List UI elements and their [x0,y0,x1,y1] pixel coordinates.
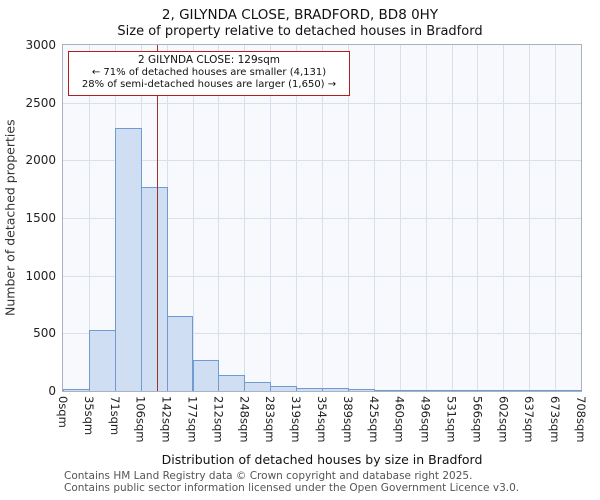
annotation-line-1: 2 GILYNDA CLOSE: 129sqm [137,54,281,66]
gridline-horizontal [63,275,581,277]
histogram-bar [347,388,375,391]
attribution-line-1: Contains HM Land Registry data © Crown c… [64,470,473,482]
x-tick-label: 283sqm [263,396,278,443]
x-tick-label: 566sqm [470,396,485,443]
gridline-horizontal [63,102,581,104]
x-tick-label: 425sqm [366,396,381,443]
gridline-horizontal [63,333,581,335]
annotation-box: 2 GILYNDA CLOSE: 129sqm ← 71% of detache… [68,51,350,96]
y-tick-label: 1500 [25,211,56,225]
chart-subtitle: Size of property relative to detached ho… [117,24,483,39]
plot-area [62,44,582,392]
histogram-bar [373,389,401,391]
x-tick-label: 354sqm [315,396,329,443]
histogram-bar [529,390,557,391]
histogram-bar [114,128,142,391]
histogram-bar [425,390,453,391]
x-tick-label: 673sqm [548,396,563,443]
x-tick-label: 106sqm [133,396,148,443]
x-tick-label: 637sqm [522,396,537,443]
x-tick-label: 248sqm [237,396,252,443]
property-marker-line [156,45,159,391]
attribution-footer: Contains HM Land Registry data © Crown c… [64,470,520,494]
y-tick-label: 500 [33,326,56,341]
x-tick-label: 460sqm [392,396,407,443]
histogram-bar [218,374,246,391]
y-axis-tick-labels: 0 500 1000 1500 2000 2500 3000 [16,38,56,398]
x-tick-label: 602sqm [496,396,511,443]
x-tick-label: 708sqm [574,396,588,443]
histogram-bar [477,390,505,391]
x-tick-label: 35sqm [81,396,96,436]
annotation-line-3: 28% of semi-detached houses are larger (… [81,79,337,90]
x-tick-label: 177sqm [185,396,200,443]
y-tick-label: 3000 [25,38,56,52]
gridline-horizontal [63,160,581,162]
x-tick-label: 319sqm [289,396,304,443]
histogram-bar [555,390,582,391]
histogram-bar [399,389,427,391]
x-tick-label: 71sqm [107,396,122,436]
histogram-bar [192,359,220,391]
histogram-bar [322,388,349,391]
histogram-bar [451,390,479,391]
y-tick-label: 0 [48,384,56,398]
histogram-bar [166,316,194,391]
annotation-line-2: ← 71% of detached houses are smaller (4,… [91,66,327,78]
histogram-bar [503,390,531,391]
x-axis-title: Distribution of detached houses by size … [161,452,483,467]
histogram-bar [244,381,272,391]
chart-title: 2, GILYNDA CLOSE, BRADFORD, BD8 0HY [161,7,439,23]
x-tick-label: 531sqm [444,396,459,443]
attribution-line-2: Contains public sector information licen… [64,481,520,494]
x-tick-label: 142sqm [159,396,174,443]
histogram-bar [296,387,323,391]
histogram-bar [140,186,168,391]
x-tick-label: 389sqm [340,396,355,443]
gridline-horizontal [63,218,581,219]
x-tick-label: 0sqm [56,396,70,428]
histogram-bar [63,388,90,391]
x-tick-label: 212sqm [211,396,226,443]
histogram-bar [270,385,298,391]
y-tick-label: 2500 [25,95,56,110]
y-tick-label: 1000 [25,268,56,283]
histogram-bar [88,329,116,391]
y-tick-label: 2000 [25,153,56,168]
x-tick-label: 496sqm [418,396,433,443]
